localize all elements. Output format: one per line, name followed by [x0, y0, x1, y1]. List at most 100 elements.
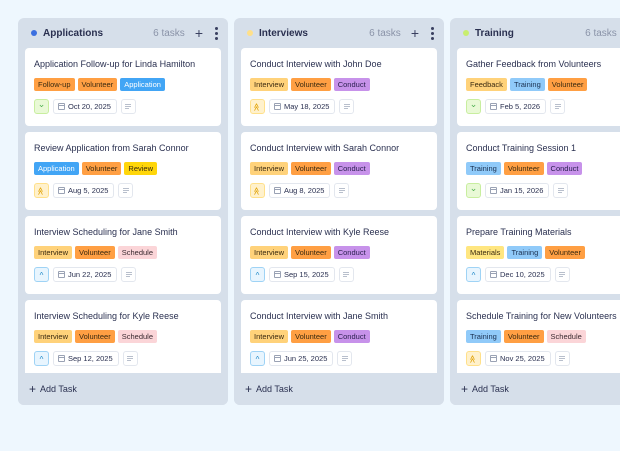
description-button[interactable] — [337, 351, 353, 366]
calendar-icon — [490, 271, 497, 278]
column-title: Applications — [43, 27, 104, 39]
description-icon-line — [559, 356, 566, 357]
task-title: Prepare Training Materials — [466, 227, 572, 237]
card-list[interactable]: Gather Feedback from Volunteers Feedback… — [457, 48, 620, 373]
column-applications: Applications 6 tasks + Application Follo… — [18, 18, 228, 405]
priority-chevron-up-icon[interactable]: ^ — [250, 267, 265, 282]
due-date-button[interactable]: Sep 15, 2025 — [269, 267, 335, 282]
add-card-plus-icon[interactable]: + — [194, 25, 203, 41]
tag-badge: Training — [466, 162, 501, 175]
task-card[interactable]: Interview Scheduling for Kyle Reese Inte… — [25, 300, 221, 373]
tag-list: Interview Volunteer Conduct — [250, 78, 429, 91]
task-card[interactable]: Interview Scheduling for Jane Smith Inte… — [25, 216, 221, 294]
tag-list: Training Volunteer Schedule — [466, 330, 620, 343]
plus-icon: + — [29, 382, 37, 396]
description-button[interactable] — [339, 99, 355, 114]
description-button[interactable] — [553, 183, 569, 198]
more-vertical-icon[interactable] — [215, 26, 218, 40]
due-date-button[interactable]: Jun 22, 2025 — [53, 267, 118, 282]
task-card[interactable]: Gather Feedback from Volunteers Feedback… — [457, 48, 620, 126]
tag-badge: Volunteer — [291, 246, 331, 259]
task-card[interactable]: Application Follow-up for Linda Hamilton… — [25, 48, 221, 126]
column-title: Training — [475, 27, 514, 39]
description-button[interactable] — [120, 99, 136, 114]
task-title: Interview Scheduling for Jane Smith — [34, 227, 178, 237]
due-date-button[interactable]: Jun 25, 2025 — [269, 351, 334, 366]
due-date-button[interactable]: Jan 15, 2026 — [485, 183, 550, 198]
priority-chevrons-up-icon[interactable]: ≫ — [250, 99, 265, 114]
add-card-plus-icon[interactable]: + — [410, 25, 419, 41]
task-card[interactable]: Conduct Interview with Sarah Connor Inte… — [241, 132, 437, 210]
calendar-icon — [490, 355, 497, 362]
chevron-up-icon: ^ — [255, 270, 260, 280]
description-button[interactable] — [338, 267, 354, 282]
tag-list: Interview Volunteer Conduct — [250, 162, 429, 175]
tag-badge: Volunteer — [81, 162, 122, 175]
column-status-dot — [463, 30, 469, 36]
card-meta: ⌄ Jan 15, 2026 — [466, 183, 620, 198]
chevrons-up-icon: ≫ — [252, 186, 262, 195]
task-card[interactable]: Prepare Training Materials Materials Trai… — [457, 216, 620, 294]
description-icon-line — [343, 276, 348, 277]
description-button[interactable] — [554, 351, 570, 366]
more-vertical-icon[interactable] — [431, 26, 434, 40]
tag-badge: Volunteer — [77, 78, 118, 91]
column-task-count: 6 tasks — [585, 27, 617, 39]
priority-chevron-down-icon[interactable]: ⌄ — [466, 183, 481, 198]
task-card[interactable]: Conduct Interview with Jane Smith Interv… — [241, 300, 437, 373]
task-card[interactable]: Conduct Interview with Kyle Reese Interv… — [241, 216, 437, 294]
priority-chevron-down-icon[interactable]: ⌄ — [34, 99, 49, 114]
tag-list: Interview Volunteer Schedule — [34, 246, 213, 259]
tag-badge: Feedback — [466, 78, 507, 91]
description-button[interactable] — [118, 183, 134, 198]
priority-chevron-up-icon[interactable]: ^ — [34, 351, 49, 366]
task-title: Interview Scheduling for Kyle Reese — [34, 311, 179, 321]
description-icon-line — [127, 360, 132, 361]
tag-badge: Application — [34, 162, 79, 175]
description-icon-line — [127, 358, 134, 359]
task-title: Application Follow-up for Linda Hamilton — [34, 59, 196, 69]
description-icon-line — [122, 188, 129, 189]
tag-badge: Conduct — [333, 246, 370, 259]
task-card[interactable]: Schedule Training for New Volunteers Tra… — [457, 300, 620, 373]
tag-badge: Volunteer — [75, 330, 115, 343]
add-task-button[interactable]: + Add Task — [450, 373, 620, 405]
calendar-icon — [58, 103, 65, 110]
due-date-button[interactable]: May 18, 2025 — [269, 99, 336, 114]
priority-chevrons-up-icon[interactable]: ≫ — [250, 183, 265, 198]
add-task-button[interactable]: + Add Task — [234, 373, 444, 405]
description-icon-line — [125, 108, 130, 109]
description-icon-line — [341, 356, 348, 357]
task-card[interactable]: Conduct Interview with John Doe Intervie… — [241, 48, 437, 126]
description-button[interactable] — [121, 267, 137, 282]
description-icon-line — [554, 104, 561, 105]
add-task-button[interactable]: + Add Task — [18, 373, 228, 405]
tag-list: Feedback Training Volunteer — [466, 78, 620, 91]
priority-chevrons-up-icon[interactable]: ≫ — [466, 351, 481, 366]
due-date-text: Sep 15, 2025 — [284, 270, 329, 279]
description-button[interactable] — [550, 99, 566, 114]
due-date-button[interactable]: Feb 5, 2026 — [485, 99, 547, 114]
calendar-icon — [490, 187, 497, 194]
due-date-button[interactable]: Dec 10, 2025 — [485, 267, 551, 282]
priority-chevrons-up-icon[interactable]: ≫ — [34, 183, 49, 198]
priority-chevron-up-icon[interactable]: ^ — [466, 267, 481, 282]
due-date-button[interactable]: Sep 12, 2025 — [53, 351, 119, 366]
priority-chevron-up-icon[interactable]: ^ — [34, 267, 49, 282]
priority-chevron-down-icon[interactable]: ⌄ — [466, 99, 481, 114]
priority-chevron-up-icon[interactable]: ^ — [250, 351, 265, 366]
description-button[interactable] — [122, 351, 138, 366]
due-date-button[interactable]: Nov 25, 2025 — [485, 351, 551, 366]
due-date-button[interactable]: Aug 5, 2025 — [53, 183, 115, 198]
tag-badge: Schedule — [546, 330, 586, 343]
card-meta: ^ Sep 12, 2025 — [34, 351, 213, 366]
description-button[interactable] — [334, 183, 350, 198]
task-card[interactable]: Conduct Training Session 1 Training Volun… — [457, 132, 620, 210]
card-list[interactable]: Conduct Interview with John Doe Intervie… — [241, 48, 437, 373]
task-card[interactable]: Review Application from Sarah Connor App… — [25, 132, 221, 210]
due-date-button[interactable]: Oct 20, 2025 — [53, 99, 117, 114]
column-task-count: 6 tasks — [369, 27, 401, 39]
description-button[interactable] — [554, 267, 570, 282]
due-date-button[interactable]: Aug 8, 2025 — [269, 183, 331, 198]
card-list[interactable]: Application Follow-up for Linda Hamilton… — [25, 48, 221, 373]
